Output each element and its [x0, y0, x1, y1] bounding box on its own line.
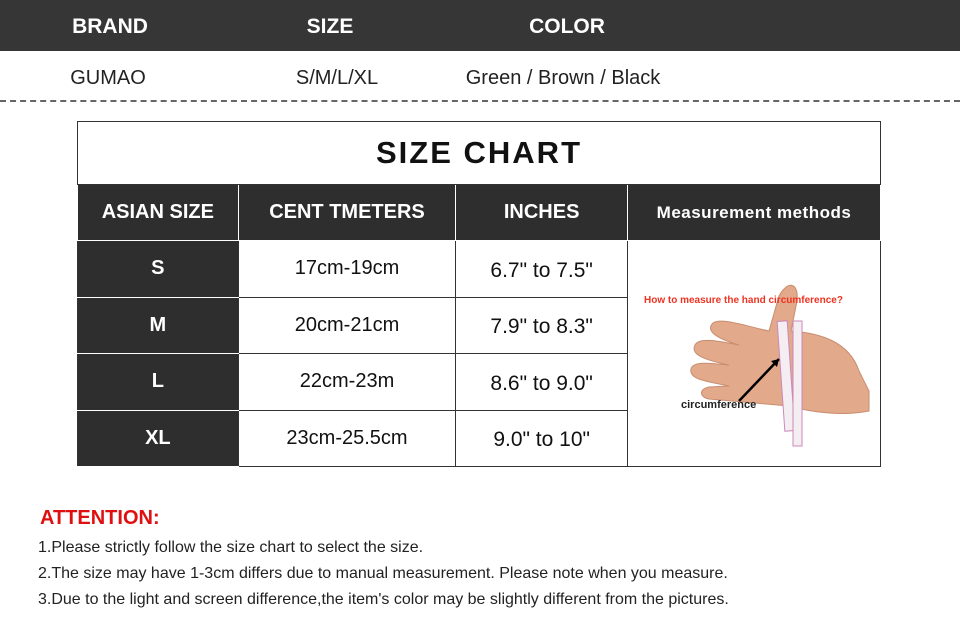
brand-header: BRAND — [72, 15, 148, 38]
size-value: S/M/L/XL — [295, 67, 379, 89]
table-row: L 22cm-23m 8.6" to 9.0" — [77, 353, 881, 411]
col-measurement-methods: Measurement methods — [626, 184, 882, 241]
brand-value: GUMAO — [70, 67, 146, 89]
table-row: M 20cm-21cm 7.9" to 8.3" — [77, 296, 881, 354]
cm-cell: 20cm-21cm — [237, 296, 457, 354]
cm-cell: 22cm-23m — [237, 353, 457, 411]
note-3: 3.Due to the light and screen difference… — [38, 591, 729, 608]
inches-cell: 6.7" to 7.5" — [455, 240, 628, 298]
size-cell: M — [77, 296, 239, 354]
cm-cell: 17cm-19cm — [237, 240, 457, 298]
col-asian-size: ASIAN SIZE — [77, 184, 239, 241]
size-chart-title: SIZE CHART — [77, 121, 881, 185]
note-1: 1.Please strictly follow the size chart … — [38, 539, 424, 556]
inches-cell: 8.6" to 9.0" — [455, 353, 628, 411]
circumference-label: circumference — [681, 399, 756, 411]
col-centimeters: CENT TMETERS — [237, 184, 457, 241]
cm-cell: 23cm-25.5cm — [237, 409, 457, 467]
size-header: SIZE — [306, 15, 354, 38]
measure-caption: How to measure the hand circumference? — [644, 295, 843, 306]
color-value: Green / Brown / Black — [465, 67, 661, 89]
col-inches: INCHES — [455, 184, 628, 241]
size-cell: L — [77, 353, 239, 411]
color-header: COLOR — [529, 15, 605, 38]
attention-title: ATTENTION: — [40, 507, 160, 529]
table-row: XL 23cm-25.5cm 9.0" to 10" — [77, 409, 881, 467]
note-2: 2.The size may have 1-3cm differs due to… — [38, 565, 728, 582]
spec-header-bar: BRAND SIZE COLOR — [0, 0, 960, 51]
size-cell: XL — [77, 409, 239, 467]
inches-cell: 7.9" to 8.3" — [455, 296, 628, 354]
table-row: S 17cm-19cm 6.7" to 7.5" How to measure … — [77, 240, 882, 467]
size-chart-table: SIZE CHART ASIAN SIZE CENT TMETERS INCHE… — [77, 121, 882, 467]
inches-cell: 9.0" to 10" — [455, 409, 628, 467]
measurement-image: How to measure the hand circumference? c… — [626, 240, 882, 467]
size-cell: S — [77, 240, 239, 298]
dashed-divider — [0, 100, 960, 102]
